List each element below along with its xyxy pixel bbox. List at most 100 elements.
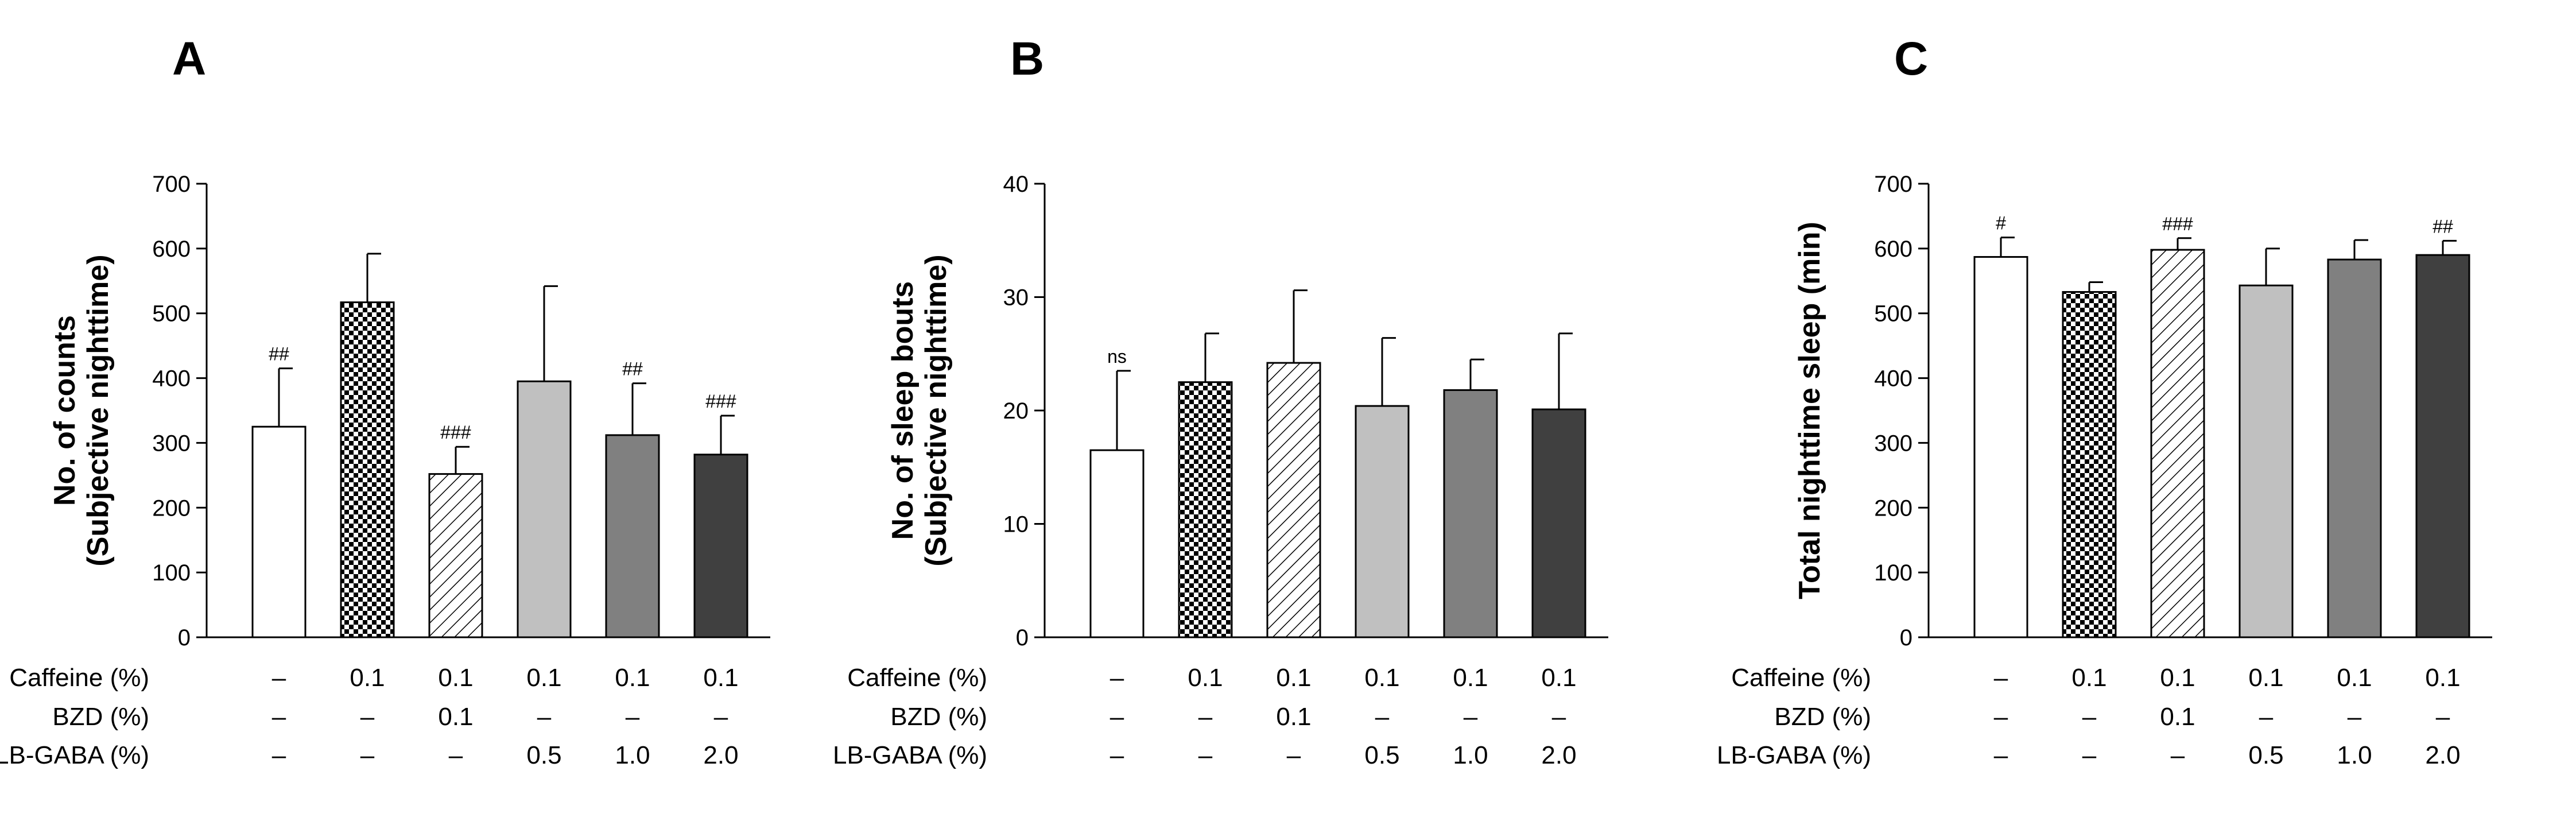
treatment-cell: 0.1 [526,664,561,692]
treatment-cell: 2.0 [703,741,738,769]
treatment-row-label: LB-GABA (%) [0,741,149,769]
treatment-cell: 0.1 [438,703,473,731]
treatment-cell: – [1198,741,1213,769]
y-axis-label-line: No. of counts [48,315,82,506]
y-axis-label-line: Total nighttime sleep (min) [1793,222,1826,599]
treatment-cell: 0.1 [615,664,650,692]
y-tick-label: 400 [1874,366,1912,392]
treatment-cell: – [360,741,375,769]
treatment-cell: 0.1 [2425,664,2460,692]
y-tick-label: 100 [152,560,191,586]
treatment-cell: – [2259,703,2274,731]
y-tick-label: 700 [152,172,191,197]
significance-label: ### [440,422,471,443]
bar [1973,256,2028,638]
treatment-cell: – [1994,664,2008,692]
y-tick-label: 0 [1900,625,1912,650]
y-tick-label: 400 [152,366,191,392]
significance-label: ## [622,359,643,379]
y-tick-label: 300 [152,431,191,456]
treatment-cell: 0.1 [2071,664,2106,692]
y-tick-label: 600 [1874,237,1912,262]
significance-label: # [1996,213,2006,234]
treatment-cell: 0.1 [1188,664,1223,692]
significance-label: ## [2433,216,2453,237]
significance-label: ns [1107,346,1127,367]
treatment-cell: – [1287,741,1301,769]
bar [693,454,748,638]
treatment-cell: 1.0 [615,741,650,769]
y-axis-label-line: No. of sleep bouts [886,281,920,540]
treatment-cell: 0.1 [2160,703,2195,731]
y-axis-label: No. of counts(Subjective nighttime) [48,254,115,566]
treatment-cell: – [2082,703,2097,731]
y-tick-label: 200 [1874,495,1912,521]
bar [2150,249,2205,638]
significance-label: ### [2162,214,2193,234]
y-tick-label: 500 [152,301,191,327]
y-tick-label: 40 [1003,172,1029,197]
bar [1266,362,1321,638]
treatment-row-label: Caffeine (%) [1731,664,1871,692]
bar [1178,381,1233,638]
treatment-cell: – [272,741,286,769]
treatment-cell: – [272,703,286,731]
y-tick-label: 300 [1874,431,1912,456]
bar [2239,284,2294,638]
treatment-cell: – [2436,703,2450,731]
y-tick-label: 30 [1003,285,1029,311]
treatment-cell: 0.5 [2248,741,2283,769]
treatment-cell: 0.1 [1453,664,1488,692]
treatment-row-label: BZD (%) [1774,703,1871,731]
treatment-cell: 0.1 [2248,664,2283,692]
y-tick-label: 600 [152,237,191,262]
treatment-cell: 0.5 [526,741,561,769]
treatment-cell: 2.0 [2425,741,2460,769]
treatment-cell: – [2348,703,2362,731]
bar [1443,389,1498,638]
bar [2327,258,2382,638]
treatment-cell: – [1110,741,1124,769]
y-axis-label-line: (Subjective nighttime) [82,254,115,566]
y-tick-label: 10 [1003,512,1029,537]
y-axis-label: No. of sleep bouts(Subjective nighttime) [886,254,953,566]
treatment-cell: 1.0 [2337,741,2372,769]
significance-label: ### [705,391,736,412]
treatment-cell: 0.1 [2337,664,2372,692]
bar [1089,449,1145,638]
treatment-cell: – [537,703,552,731]
y-tick-label: 200 [152,495,191,521]
treatment-row-label: BZD (%) [52,703,149,731]
treatment-cell: 0.5 [1364,741,1399,769]
treatment-row-label: LB-GABA (%) [833,741,987,769]
y-tick-label: 500 [1874,301,1912,327]
bar [1531,408,1586,638]
significance-label: ## [269,344,289,365]
bar [517,380,572,638]
y-axis-label-line: (Subjective nighttime) [920,254,953,566]
treatment-row-label: Caffeine (%) [9,664,149,692]
y-tick-label: 100 [1874,560,1912,586]
chart-panel-A: A 0 100 200 300 400 500 600 700 No. of counts(Sub… [0,33,770,769]
treatment-row-label: Caffeine (%) [847,664,987,692]
treatment-cell: – [1375,703,1390,731]
treatment-cell: – [272,664,286,692]
bar [605,434,660,638]
chart-panel-B: B 0 10 20 30 40 No. of sleep bouts(Subjective … [833,33,1608,769]
bar [251,425,307,638]
treatment-cell: – [2082,741,2097,769]
treatment-cell: – [1552,703,1566,731]
treatment-cell: 0.1 [1276,703,1311,731]
treatment-cell: – [449,741,463,769]
treatment-cell: 0.1 [2160,664,2195,692]
treatment-cell: – [1110,703,1124,731]
y-tick-label: 0 [1016,625,1029,650]
treatment-cell: 0.1 [703,664,738,692]
panel-letter: C [1894,33,1928,85]
treatment-cell: – [626,703,640,731]
panel-letter: B [1010,33,1044,85]
treatment-cell: 0.1 [1276,664,1311,692]
treatment-cell: – [2171,741,2185,769]
panel-letter: A [172,33,206,85]
